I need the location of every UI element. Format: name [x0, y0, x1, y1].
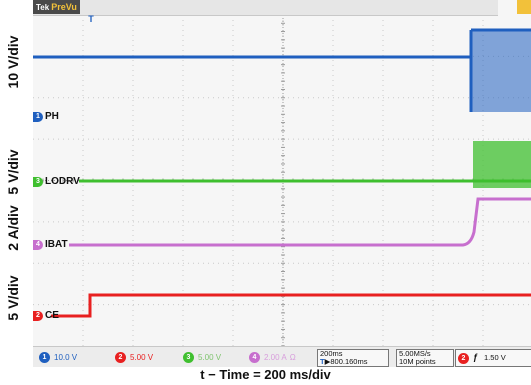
trigger-time-marker[interactable]: T — [86, 14, 96, 24]
waveform-area[interactable] — [33, 0, 531, 346]
ch4-marker: 4 — [33, 240, 43, 250]
ch1-label[interactable]: 1 PH — [33, 111, 59, 123]
ch3-scale-value: 5.00 V — [198, 352, 222, 362]
x-axis-caption: t − Time = 200 ms/div — [200, 367, 331, 382]
ch4-bw-limit: Ω — [289, 352, 296, 362]
scope-screen[interactable]: Tek PreVu T 1 PH 3 LODRV 4 IBAT 2 CE — [33, 0, 531, 346]
ch1-name: PH — [45, 111, 59, 122]
ch1-switching-envelope — [471, 30, 531, 112]
ch1-badge: 1 — [39, 351, 50, 363]
ch4-trace — [69, 197, 531, 247]
delay-text: ▶800.160ms — [324, 356, 368, 366]
ch4-scale-value: 2.00 A — [264, 352, 287, 362]
ch4-name: IBAT — [45, 239, 68, 250]
ch3-label[interactable]: 3 LODRV — [33, 176, 80, 188]
ch2-name: CE — [45, 310, 59, 321]
ch4-scale-text: 2 A/div — [5, 205, 21, 251]
trigger-time-marker-text: T — [88, 14, 94, 24]
ch1-scale-value: 10.0 V — [54, 352, 78, 362]
ch2-label[interactable]: 2 CE — [33, 310, 59, 322]
ch3-marker: 3 — [33, 177, 43, 187]
trigger-level: 1.50 V — [484, 353, 506, 363]
timebase-readout[interactable]: 200ms T▶800.160ms — [317, 349, 389, 367]
acquisition-mode: Tek PreVu — [33, 0, 80, 14]
mode-prefix: Tek — [36, 3, 50, 12]
ch1-scale-text: 10 V/div — [5, 35, 21, 89]
ch2-marker: 2 — [33, 311, 43, 321]
ch2-trace — [51, 293, 531, 318]
ch2-scale-readout[interactable]: 2 5.00 V — [115, 350, 153, 364]
ch3-name: LODRV — [45, 176, 80, 187]
trigger-slope-icon: ƒ — [473, 352, 479, 363]
ch1-scale-label: 10 V/div — [0, 12, 26, 112]
ch1-marker: 1 — [33, 112, 43, 122]
ch3-scale-readout[interactable]: 3 5.00 V — [183, 350, 221, 364]
sample-rate: 5.00MS/s — [399, 349, 431, 358]
bottom-status-bar: 1 10.0 V 2 5.00 V 3 5.00 V 4 2.00 A Ω 20… — [33, 346, 531, 367]
record-length: 10M points — [399, 356, 436, 366]
ch2-scale-value: 5.00 V — [130, 352, 154, 362]
ch2-scale-label: 5 V/div — [0, 248, 26, 348]
ch3-badge: 3 — [183, 351, 194, 363]
ch2-badge: 2 — [115, 351, 126, 363]
ch2-scale-text: 5 V/div — [5, 275, 21, 321]
timebase-value: 200ms — [320, 349, 343, 358]
ch1-scale-readout[interactable]: 1 10.0 V — [39, 350, 77, 364]
trigger-position-marker[interactable] — [517, 0, 531, 14]
mode-text: PreVu — [51, 2, 77, 12]
ch4-scale-readout[interactable]: 4 2.00 A Ω — [249, 350, 296, 364]
trigger-readout[interactable]: 2 ƒ 1.50 V — [455, 349, 531, 367]
ch4-label[interactable]: 4 IBAT — [33, 239, 68, 251]
ch4-badge: 4 — [249, 351, 260, 363]
delay-value: T▶800.160ms — [320, 356, 368, 366]
trigger-source-badge: 2 — [458, 352, 469, 364]
ch3-switching-envelope — [473, 141, 531, 188]
acquisition-readout[interactable]: 5.00MS/s 10M points — [396, 349, 454, 367]
top-status-bar: Tek PreVu — [33, 0, 498, 16]
